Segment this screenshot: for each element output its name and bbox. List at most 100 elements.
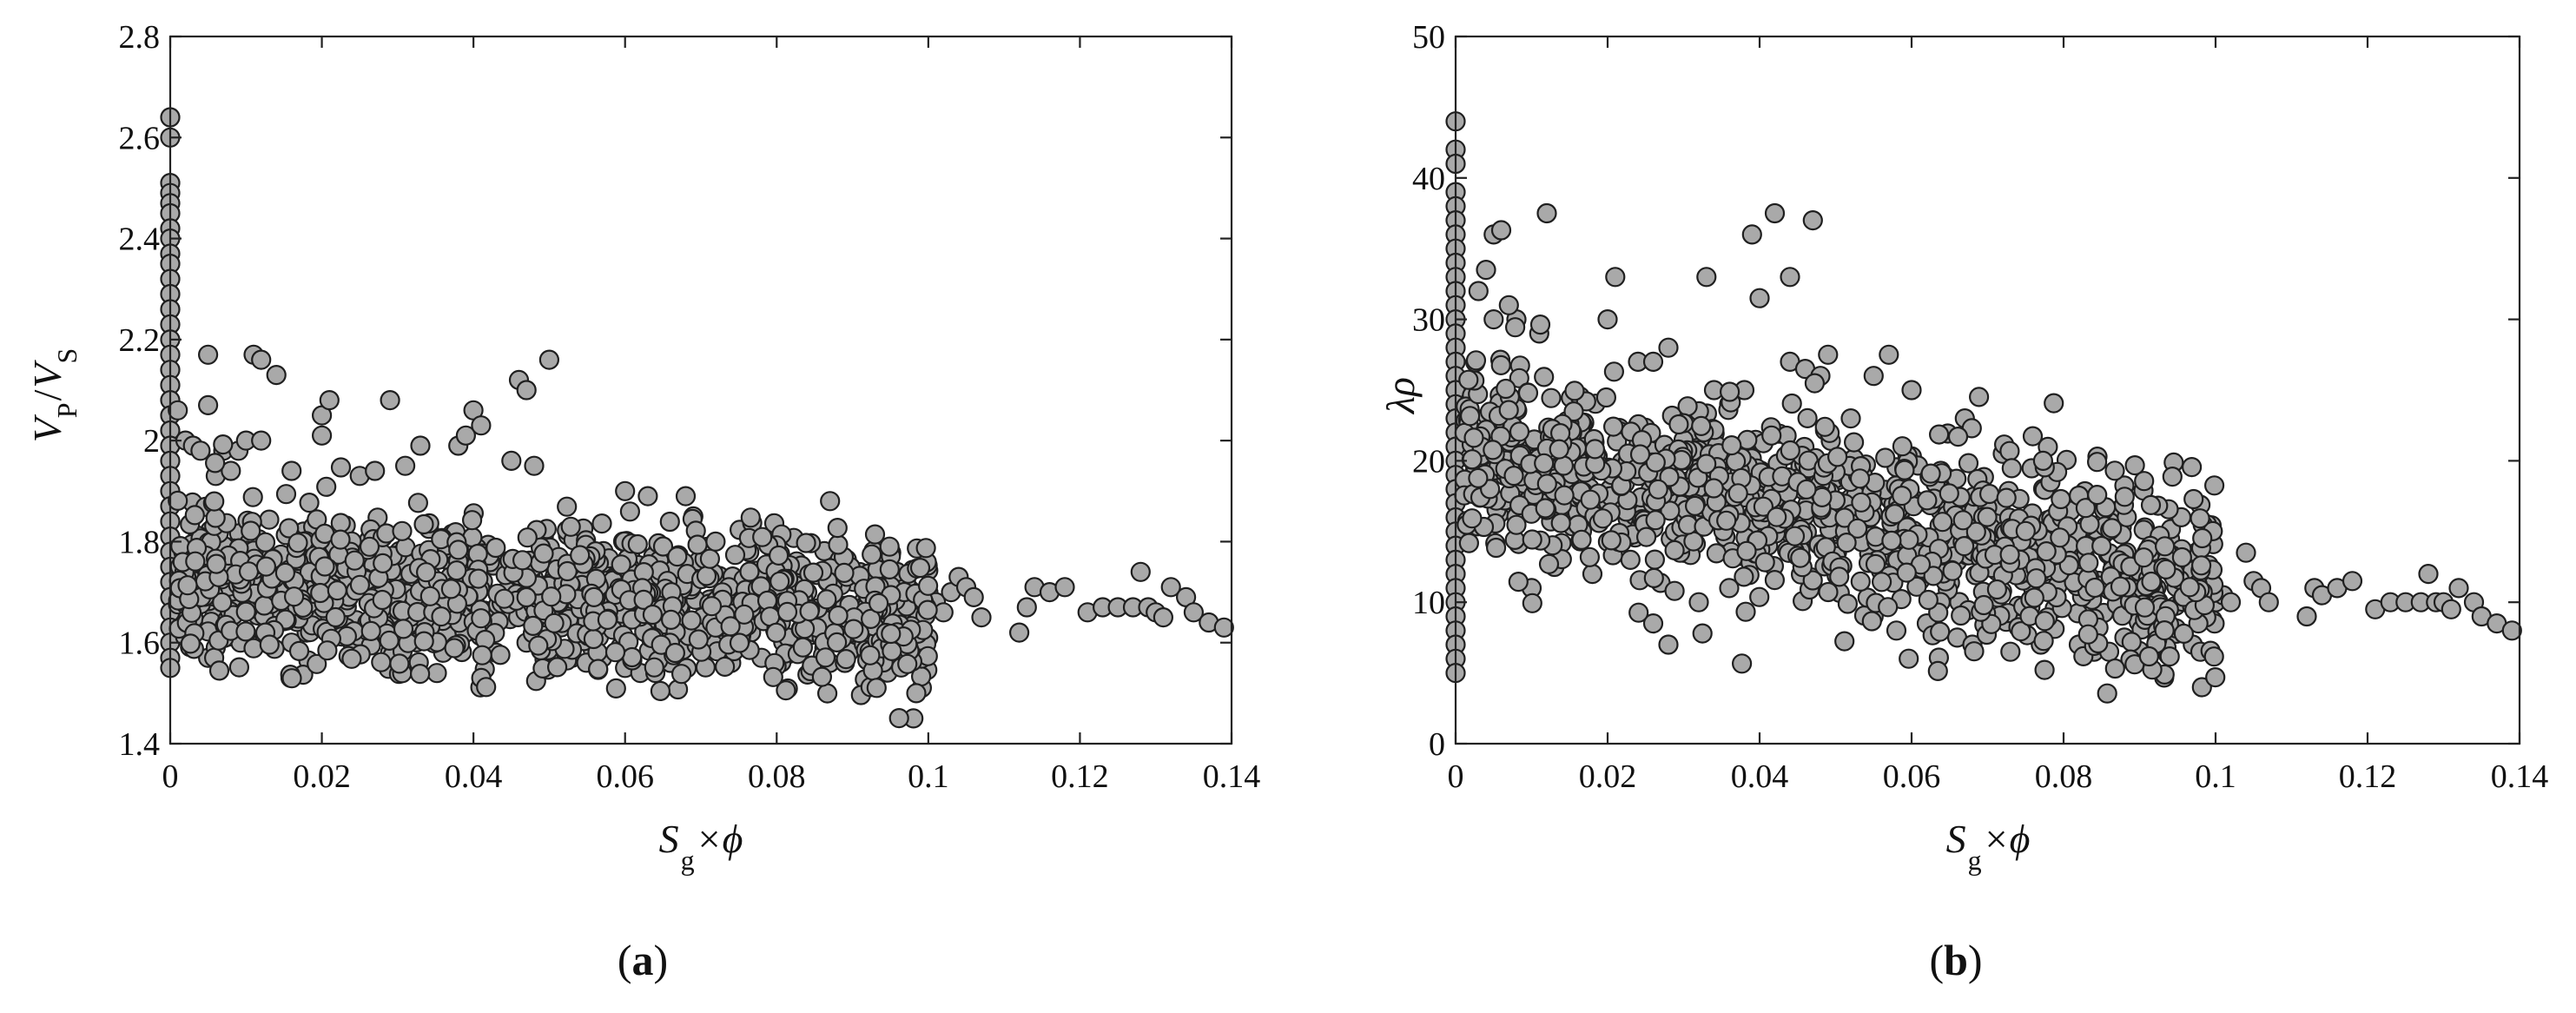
data-point xyxy=(266,365,287,386)
data-point xyxy=(1886,620,1907,641)
data-point xyxy=(372,589,393,611)
data-point xyxy=(1642,351,1664,372)
data-point xyxy=(1736,540,1757,561)
y-axis-label: λρ xyxy=(1378,377,1423,415)
data-point xyxy=(221,460,241,481)
x-tick-label: 0 xyxy=(1448,758,1464,795)
data-point xyxy=(1761,425,1782,446)
data-point xyxy=(1684,495,1706,517)
data-point xyxy=(177,575,198,596)
data-point xyxy=(516,380,537,401)
data-point xyxy=(843,619,864,639)
data-point xyxy=(1642,612,1664,634)
data-point xyxy=(2220,592,2242,612)
data-point xyxy=(763,666,783,687)
data-point xyxy=(1130,561,1151,582)
data-point xyxy=(446,559,467,581)
data-point xyxy=(212,592,233,613)
data-point xyxy=(1536,202,1557,224)
data-point xyxy=(1879,344,1899,365)
data-point xyxy=(1881,530,1902,552)
data-point xyxy=(330,457,352,478)
data-point xyxy=(1865,553,1886,575)
data-point xyxy=(1468,281,1489,301)
data-point xyxy=(2110,576,2131,597)
data-point xyxy=(1688,592,1709,612)
data-point xyxy=(1927,660,1948,682)
data-point xyxy=(314,556,335,577)
data-point xyxy=(1834,507,1855,528)
data-point xyxy=(310,582,331,604)
data-point xyxy=(1465,350,1487,371)
data-point xyxy=(1741,224,1762,245)
data-point xyxy=(1658,337,1679,358)
data-point xyxy=(1986,579,2007,600)
data-point xyxy=(660,609,682,631)
data-point xyxy=(2191,555,2212,576)
y-tick-label: 2.6 xyxy=(119,120,161,156)
x-axis-label: Sg×ϕ xyxy=(1946,817,2031,876)
data-point xyxy=(206,553,227,574)
data-point xyxy=(426,663,447,684)
data-point xyxy=(485,537,506,559)
data-point xyxy=(2159,646,2180,667)
y-tick-label: 1.8 xyxy=(119,524,161,560)
x-label-main: S xyxy=(659,817,679,861)
data-point xyxy=(1628,602,1649,623)
data-point xyxy=(317,640,338,661)
data-point xyxy=(670,664,692,685)
y-label-slash: / xyxy=(25,389,69,401)
data-point xyxy=(796,533,816,553)
data-point xyxy=(359,536,380,557)
data-point xyxy=(1849,468,1871,489)
data-point xyxy=(1658,634,1679,655)
data-point xyxy=(1629,444,1651,465)
y-tick-label: 40 xyxy=(1412,161,1445,197)
data-point xyxy=(1930,621,1951,642)
data-point xyxy=(1802,210,1823,231)
data-point xyxy=(471,415,492,436)
data-point xyxy=(546,657,568,678)
data-point xyxy=(1814,416,1835,437)
x-label-sub: g xyxy=(1968,844,1982,876)
data-point xyxy=(2078,553,2099,573)
data-point xyxy=(675,486,697,506)
data-point xyxy=(1660,500,1681,521)
data-point xyxy=(652,536,674,557)
data-point xyxy=(208,660,230,681)
data-point xyxy=(1885,504,1906,525)
data-point xyxy=(316,476,337,497)
data-point xyxy=(2155,536,2176,557)
data-point xyxy=(168,490,188,512)
data-point xyxy=(1696,267,1717,288)
data-point xyxy=(198,344,219,365)
data-point xyxy=(2441,599,2461,619)
data-point xyxy=(1483,309,1504,330)
data-point xyxy=(1923,566,1944,586)
data-point xyxy=(380,390,400,411)
data-point xyxy=(597,609,618,631)
data-point xyxy=(168,400,188,420)
data-point xyxy=(1999,440,2020,461)
y-tick-label: 2.4 xyxy=(119,222,161,258)
y-label-main1: V xyxy=(25,414,69,442)
data-point xyxy=(533,543,554,564)
data-point xyxy=(971,606,992,628)
data-point xyxy=(667,546,688,567)
data-point xyxy=(1851,492,1872,513)
data-point xyxy=(242,487,263,507)
data-point xyxy=(705,531,726,553)
data-point xyxy=(1550,513,1571,533)
data-point xyxy=(275,484,297,505)
data-point xyxy=(664,642,686,664)
data-point xyxy=(255,556,276,577)
data-point xyxy=(909,557,931,579)
data-point xyxy=(254,595,274,616)
x-tick-label: 0.12 xyxy=(1051,758,1109,795)
x-label-op: × xyxy=(698,817,721,861)
data-point xyxy=(472,645,492,665)
data-point xyxy=(1536,473,1557,494)
data-point xyxy=(1780,440,1800,461)
data-point xyxy=(461,510,483,531)
